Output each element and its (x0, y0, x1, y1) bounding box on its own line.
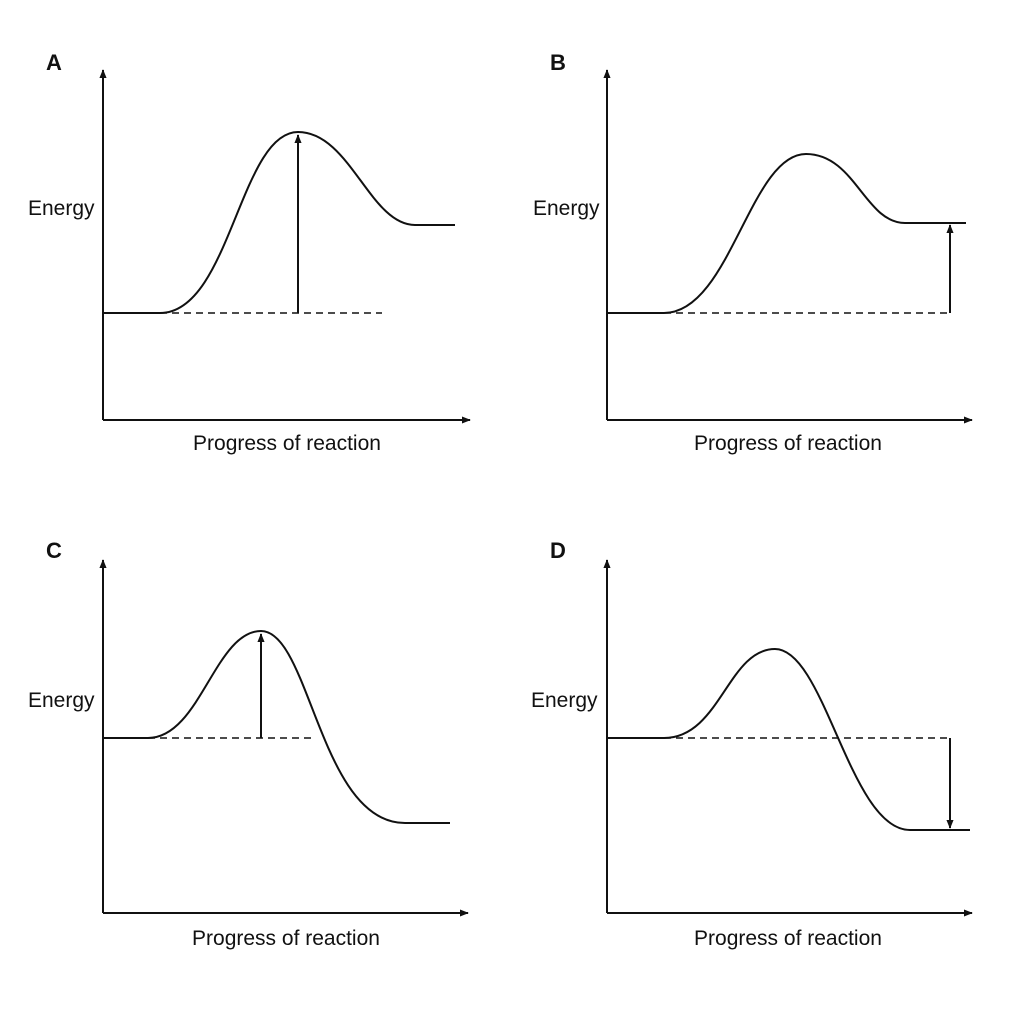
x-axis-label: Progress of reaction (694, 432, 882, 455)
y-axis-label: Energy (533, 197, 600, 220)
energy-curve (608, 152, 966, 314)
panel-b: B Energy Progress of reaction (533, 50, 973, 455)
y-axis-label: Energy (531, 689, 598, 712)
y-axis-label: Energy (28, 197, 95, 220)
panel-letter: D (550, 538, 566, 563)
y-axis-label: Energy (28, 689, 95, 712)
panel-letter: C (46, 538, 62, 563)
x-axis-label: Progress of reaction (193, 432, 381, 455)
panel-c: C Energy Progress of reaction (28, 538, 469, 950)
energy-curve (104, 130, 455, 314)
panel-letter: A (46, 50, 62, 75)
energy-curve (104, 629, 450, 824)
panel-d: D Energy Progress of reaction (531, 538, 973, 950)
x-axis-label: Progress of reaction (192, 927, 380, 950)
panel-a: A Energy Progress of reaction (28, 50, 471, 455)
x-axis-label: Progress of reaction (694, 927, 882, 950)
energy-curve (608, 647, 970, 831)
panel-letter: B (550, 50, 566, 75)
